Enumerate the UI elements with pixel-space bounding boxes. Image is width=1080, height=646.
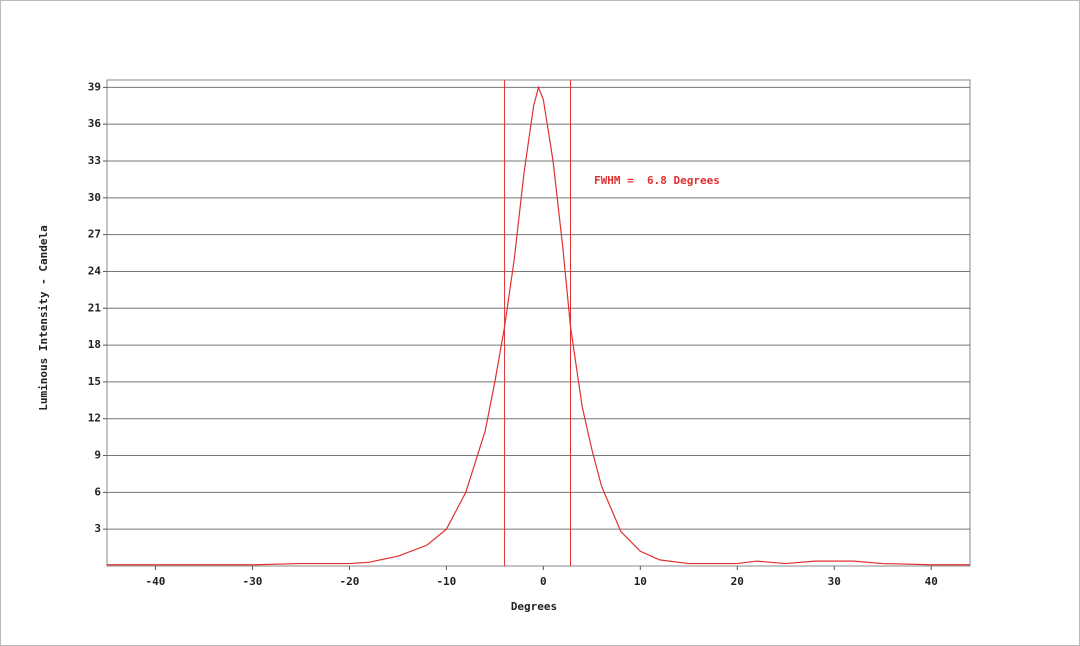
- y-tick-label: 36: [88, 117, 102, 130]
- y-axis-label: Luminous Intensity - Candela: [37, 225, 50, 410]
- x-tick-label: 0: [540, 575, 547, 588]
- y-tick-label: 12: [88, 412, 101, 425]
- x-tick-label: 20: [731, 575, 744, 588]
- y-tick-label: 33: [88, 154, 101, 167]
- y-tick-label: 21: [88, 301, 102, 314]
- x-tick-label: 10: [634, 575, 647, 588]
- y-tick-label: 6: [94, 485, 101, 498]
- y-tick-label: 18: [88, 338, 101, 351]
- x-tick-label: -30: [243, 575, 263, 588]
- y-tick-label: 24: [88, 264, 102, 277]
- x-tick-label: -20: [339, 575, 359, 588]
- x-tick-label: -10: [436, 575, 456, 588]
- x-tick-label: -40: [146, 575, 166, 588]
- intensity-curve: [107, 85, 970, 566]
- x-tick-label: 40: [925, 575, 938, 588]
- y-tick-label: 39: [88, 80, 101, 93]
- x-axis-label: Degrees: [511, 600, 557, 613]
- y-tick-label: 15: [88, 375, 101, 388]
- annotation: FWHM = 6.8 Degrees: [594, 174, 720, 187]
- y-tick-label: 27: [88, 228, 101, 241]
- y-tick-label: 9: [94, 449, 101, 462]
- y-tick-label: 3: [94, 522, 101, 535]
- plot-area: [106, 79, 971, 567]
- y-tick-label: 30: [88, 191, 101, 204]
- x-tick-label: 30: [828, 575, 841, 588]
